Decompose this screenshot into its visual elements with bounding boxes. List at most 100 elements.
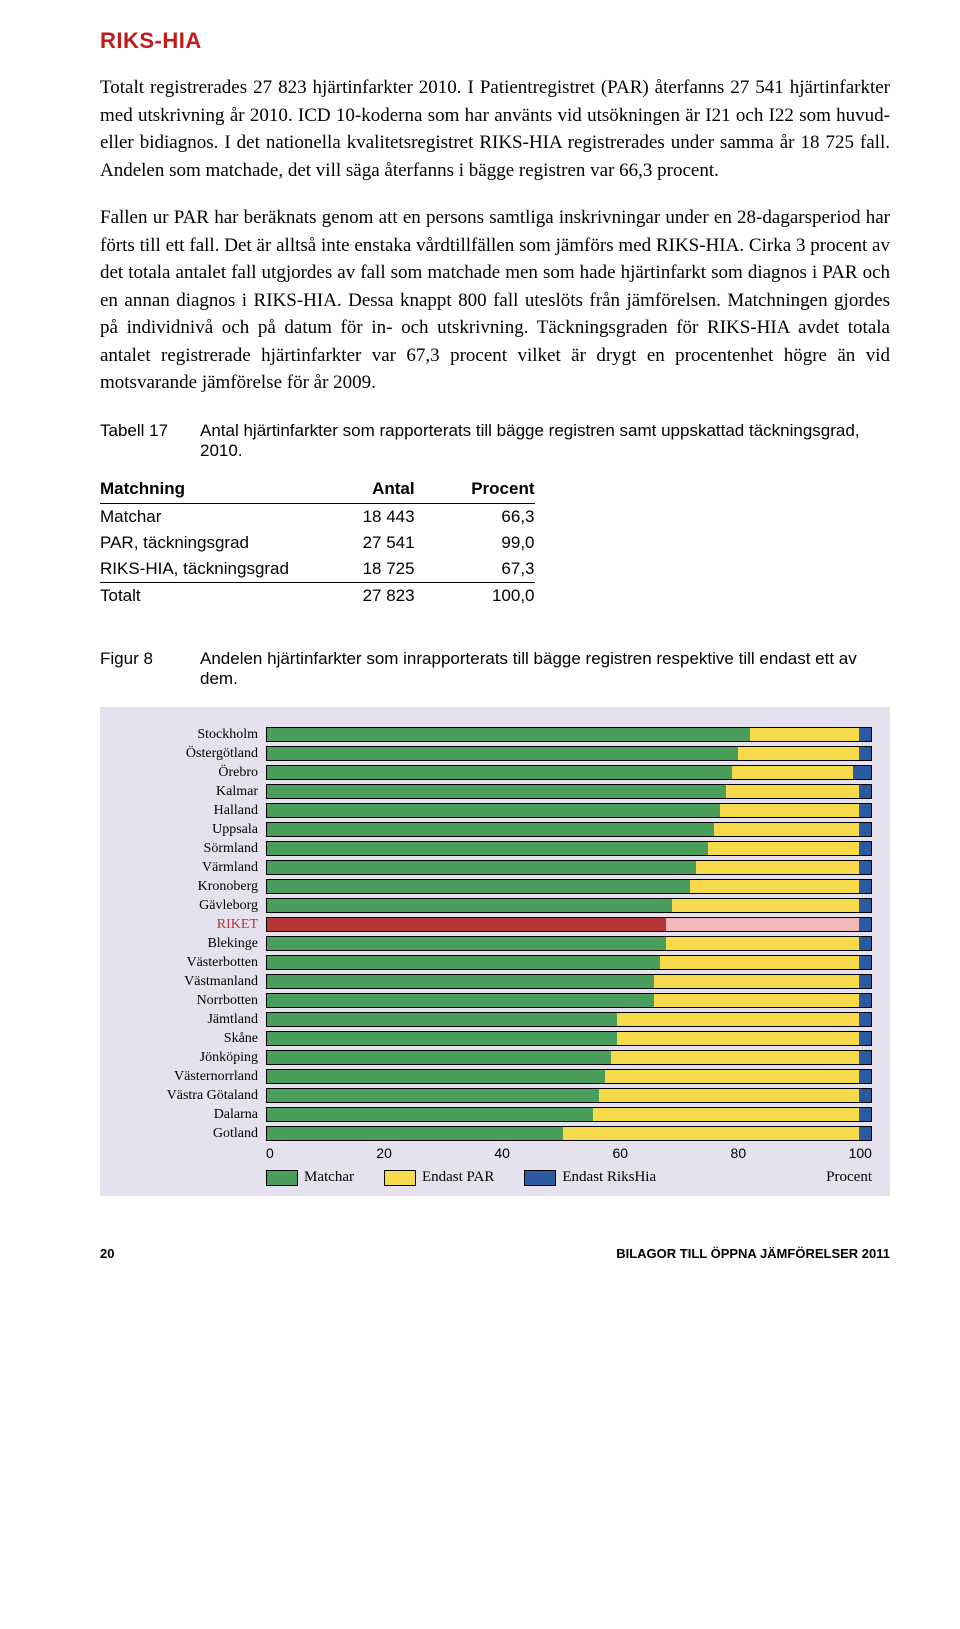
axis-unit: Procent	[826, 1169, 872, 1186]
chart-row: Örebro	[118, 763, 872, 782]
chart-bar	[266, 936, 872, 951]
chart-segment	[859, 880, 871, 893]
chart-row-label: Västernorrland	[118, 1069, 266, 1085]
chart-segment	[267, 918, 666, 931]
chart-segment	[267, 899, 672, 912]
chart-segment	[617, 1013, 859, 1026]
table-row: RIKS-HIA, täckningsgrad18 72567,3	[100, 556, 535, 583]
chart-row: Jämtland	[118, 1010, 872, 1029]
chart-row-label: Östergötland	[118, 746, 266, 762]
chart-bar	[266, 974, 872, 989]
chart-segment	[593, 1108, 859, 1121]
table-label: Tabell 17	[100, 421, 200, 461]
chart-segment	[267, 956, 660, 969]
chart-segment	[859, 1108, 871, 1121]
chart-row-label: Kronoberg	[118, 879, 266, 895]
chart-row: Västernorrland	[118, 1067, 872, 1086]
chart-segment	[617, 1032, 859, 1045]
chart-row: Västra Götaland	[118, 1086, 872, 1105]
chart-segment	[267, 842, 708, 855]
table-caption-text: Antal hjärtinfarkter som rapporterats ti…	[200, 421, 890, 461]
chart-bar	[266, 917, 872, 932]
chart-segment	[726, 785, 859, 798]
chart-row-label: Halland	[118, 803, 266, 819]
table-caption: Tabell 17 Antal hjärtinfarkter som rappo…	[100, 421, 890, 461]
chart-row-label: Kalmar	[118, 784, 266, 800]
chart-segment	[267, 1070, 605, 1083]
legend-swatch	[524, 1170, 556, 1186]
chart-row-label: Västmanland	[118, 974, 266, 990]
chart-segment	[750, 728, 859, 741]
chart-row: Kalmar	[118, 782, 872, 801]
chart-row: Gotland	[118, 1124, 872, 1143]
chart-row-label: Gotland	[118, 1126, 266, 1142]
chart-row-label: Skåne	[118, 1031, 266, 1047]
body-paragraph-1: Totalt registrerades 27 823 hjärtinfarkt…	[100, 74, 890, 184]
footer-text: BILAGOR TILL ÖPPNA JÄMFÖRELSER 2011	[616, 1246, 890, 1261]
chart-segment	[859, 956, 871, 969]
chart-bar	[266, 1069, 872, 1084]
chart-segment	[738, 747, 859, 760]
axis-tick: 0	[266, 1145, 274, 1161]
chart-segment	[732, 766, 853, 779]
axis-tick: 60	[612, 1145, 628, 1161]
chart-bar	[266, 1050, 872, 1065]
chart-row-label: Värmland	[118, 860, 266, 876]
chart-legend: Matchar Endast PAR Endast RiksHia Procent	[118, 1169, 872, 1186]
chart-segment	[853, 766, 871, 779]
chart-segment	[267, 823, 714, 836]
chart-segment	[859, 937, 871, 950]
chart-segment	[267, 766, 732, 779]
chart-segment	[267, 994, 654, 1007]
chart-segment	[859, 994, 871, 1007]
chart-segment	[267, 1051, 611, 1064]
figure-caption-text: Andelen hjärtinfarkter som inrapporterat…	[200, 649, 890, 689]
chart-bar	[266, 1012, 872, 1027]
chart-segment	[859, 918, 871, 931]
chart-bar	[266, 841, 872, 856]
column-matchning: Matchning	[100, 475, 338, 504]
chart-bar	[266, 955, 872, 970]
chart-row-label: Stockholm	[118, 727, 266, 743]
chart-segment	[267, 1089, 599, 1102]
legend-item: Matchar	[266, 1169, 354, 1186]
chart-segment	[859, 899, 871, 912]
chart-segment	[611, 1051, 859, 1064]
chart-segment	[267, 804, 720, 817]
axis-tick: 20	[376, 1145, 392, 1161]
chart-row: Skåne	[118, 1029, 872, 1048]
chart-segment	[714, 823, 859, 836]
chart-segment	[708, 842, 859, 855]
chart-row: Blekinge	[118, 934, 872, 953]
chart-axis: 020406080100	[118, 1145, 872, 1161]
chart-segment	[267, 1013, 617, 1026]
chart-segment	[267, 861, 696, 874]
chart-row-label: Uppsala	[118, 822, 266, 838]
chart-bar	[266, 727, 872, 742]
chart-row: Dalarna	[118, 1105, 872, 1124]
chart-segment	[859, 1032, 871, 1045]
table-row: Matchar18 44366,3	[100, 504, 535, 531]
chart-segment	[267, 1108, 593, 1121]
chart-bar	[266, 898, 872, 913]
chart-row: RIKET	[118, 915, 872, 934]
chart-segment	[859, 861, 871, 874]
chart-row: Gävleborg	[118, 896, 872, 915]
legend-item: Endast RiksHia	[524, 1169, 656, 1186]
chart-segment	[267, 975, 654, 988]
chart-bar	[266, 1031, 872, 1046]
chart-bar	[266, 822, 872, 837]
page-footer: 20 BILAGOR TILL ÖPPNA JÄMFÖRELSER 2011	[100, 1246, 890, 1261]
data-table: Matchning Antal Procent Matchar18 44366,…	[100, 475, 535, 609]
chart-row-label: Jönköping	[118, 1050, 266, 1066]
chart-segment	[859, 975, 871, 988]
chart-segment	[859, 804, 871, 817]
chart-bar	[266, 993, 872, 1008]
chart-row: Östergötland	[118, 744, 872, 763]
chart-segment	[267, 1127, 563, 1140]
figure-caption: Figur 8 Andelen hjärtinfarkter som inrap…	[100, 649, 890, 689]
legend-label: Endast PAR	[422, 1169, 494, 1186]
chart-bar	[266, 784, 872, 799]
chart-row: Norrbotten	[118, 991, 872, 1010]
bar-chart: Stockholm ÖstergötlandÖrebro Kalmar Halland…	[100, 707, 890, 1196]
